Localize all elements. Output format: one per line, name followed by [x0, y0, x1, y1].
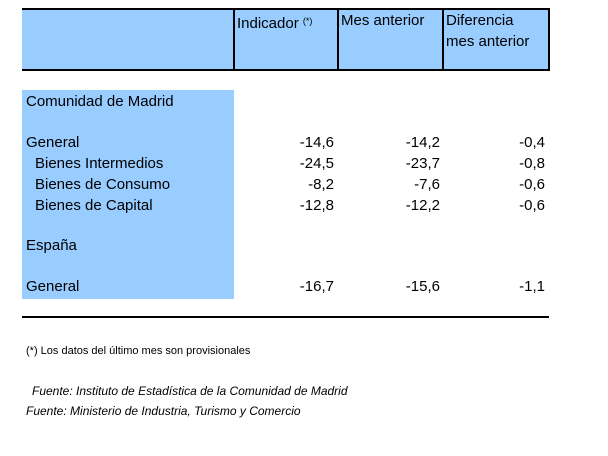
- cell-mes-anterior: -7,6: [414, 176, 440, 193]
- header-diferencia-line2: mes anterior: [446, 33, 530, 50]
- footnote-mark: (*): [302, 16, 313, 26]
- row-label: Bienes de Capital: [35, 197, 153, 214]
- cell-mes-anterior: -23,7: [405, 155, 440, 172]
- column-divider: [233, 8, 235, 71]
- header-indicador: Indicador (*): [237, 13, 312, 34]
- footnote: (*) Los datos del último mes son provisi…: [26, 345, 251, 357]
- source-line: Fuente: Ministerio de Industria, Turismo…: [26, 404, 301, 418]
- row-label: General: [26, 134, 80, 151]
- cell-diferencia: -0,8: [519, 155, 545, 172]
- table-bottom-rule: [22, 316, 549, 318]
- row-label: Bienes Intermedios: [35, 155, 164, 172]
- header-indicador-label: Indicador: [237, 15, 299, 32]
- cell-diferencia: -0,6: [519, 197, 545, 214]
- column-divider: [337, 8, 339, 71]
- row-label-column: [22, 90, 234, 299]
- cell-indicador: -24,5: [299, 155, 334, 172]
- section-title-espana: España: [26, 237, 77, 254]
- section-title-madrid: Comunidad de Madrid: [26, 93, 174, 110]
- cell-mes-anterior: -12,2: [405, 197, 440, 214]
- column-divider: [548, 8, 550, 71]
- source-line: Fuente: Instituto de Estadística de la C…: [32, 384, 348, 398]
- cell-mes-anterior: -15,6: [405, 278, 440, 295]
- header-diferencia: Diferencia mes anterior: [446, 10, 529, 52]
- header-mes-anterior: Mes anterior: [341, 12, 425, 29]
- column-divider: [442, 8, 444, 71]
- cell-diferencia: -0,4: [519, 134, 545, 151]
- header-diferencia-line1: Diferencia: [446, 12, 514, 29]
- cell-indicador: -8,2: [308, 176, 334, 193]
- cell-mes-anterior: -14,2: [405, 134, 440, 151]
- cell-indicador: -12,8: [299, 197, 334, 214]
- table-header: [22, 8, 549, 71]
- cell-indicador: -14,6: [299, 134, 334, 151]
- row-label: Bienes de Consumo: [35, 176, 171, 193]
- cell-diferencia: -0,6: [519, 176, 545, 193]
- cell-indicador: -16,7: [299, 278, 334, 295]
- row-label: General: [26, 278, 80, 295]
- cell-diferencia: -1,1: [519, 278, 545, 295]
